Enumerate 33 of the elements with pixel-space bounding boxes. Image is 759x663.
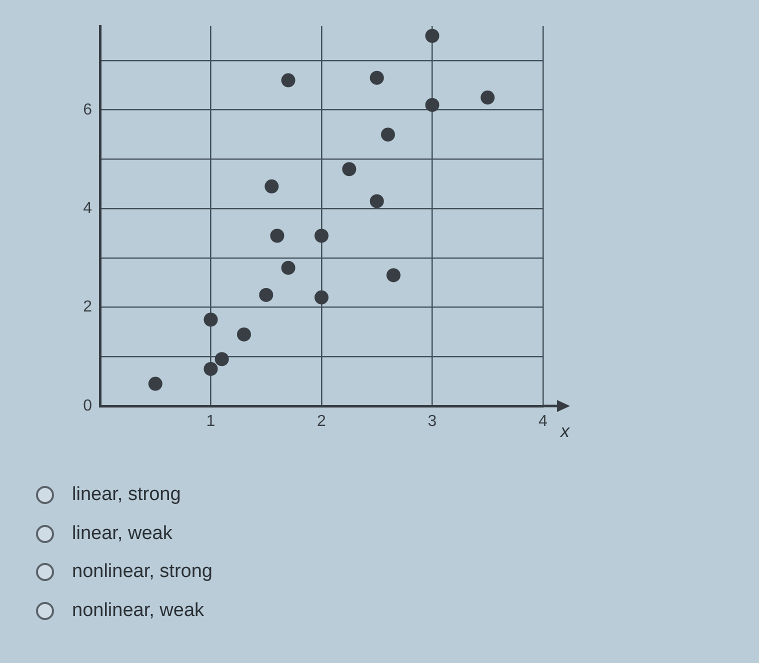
text: linear, weak [72,522,172,545]
x-tick-label: 1 [206,413,216,430]
y-tick-label: 0 [83,397,92,414]
point [386,268,400,282]
point [425,28,440,43]
point [425,98,440,112]
x-tick-label: 3 [428,413,437,430]
point [204,312,218,327]
point [370,194,384,208]
point [236,327,251,342]
point [281,260,296,275]
point [380,128,395,142]
point [480,90,495,105]
point [281,73,296,88]
text: nonlinear, weak [72,600,204,622]
x-tick-label: 2 [317,413,326,430]
y-tick-label: 2 [83,298,92,316]
x-axis-title: x [560,421,570,441]
y-tick-label: 6 [83,101,92,118]
x-tick-label: 4 [538,413,548,430]
text: linear, strong [72,484,181,506]
text: nonlinear, strong [72,561,212,584]
point [342,162,356,176]
point [314,290,328,304]
point [204,362,218,376]
point [259,288,274,302]
point [148,376,162,391]
point [214,352,229,366]
point [314,228,328,243]
point [270,228,284,243]
point [264,179,279,194]
point [370,70,384,85]
y-tick-label: 4 [83,200,92,218]
